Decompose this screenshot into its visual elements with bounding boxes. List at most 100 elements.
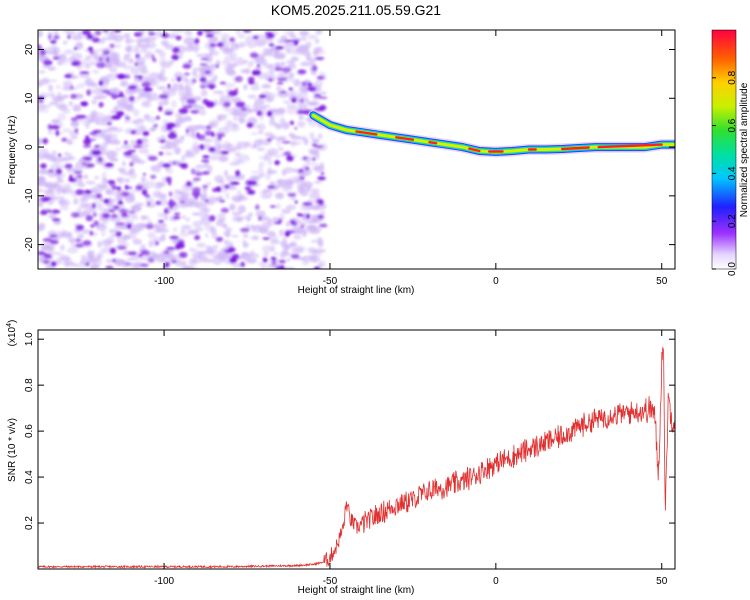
noise-blob <box>237 34 246 39</box>
noise-blob <box>173 194 179 201</box>
noise-blob-strong <box>85 135 90 140</box>
noise-blob <box>208 245 218 254</box>
noise-blob <box>267 170 278 174</box>
noise-blob <box>242 242 249 248</box>
noise-blob <box>319 91 327 96</box>
noise-blob-strong <box>55 130 60 137</box>
noise-blob <box>71 263 79 268</box>
noise-blob-strong <box>235 101 246 108</box>
noise-blob <box>193 104 201 111</box>
noise-blob-strong <box>89 50 94 54</box>
noise-blob <box>226 149 236 153</box>
noise-blob-strong <box>240 261 246 268</box>
noise-blob-strong <box>98 57 103 61</box>
noise-blob <box>95 253 102 261</box>
noise-blob-strong <box>127 251 138 256</box>
noise-blob <box>240 252 251 260</box>
noise-blob <box>305 97 309 103</box>
noise-blob <box>310 70 317 75</box>
noise-blob-strong <box>266 137 273 142</box>
noise-blob-strong <box>97 156 103 163</box>
noise-blob <box>212 257 223 265</box>
noise-blob-strong <box>284 39 294 43</box>
noise-blob-strong <box>244 186 252 191</box>
noise-blob <box>316 237 323 245</box>
noise-blob <box>253 139 262 147</box>
noise-blob <box>38 108 49 113</box>
noise-blob <box>215 221 224 227</box>
noise-blob <box>260 229 267 234</box>
noise-blob-strong <box>142 173 146 176</box>
noise-blob-strong <box>235 170 241 177</box>
noise-blob-strong <box>239 227 250 233</box>
noise-blob <box>47 66 56 71</box>
noise-blob <box>261 83 272 89</box>
noise-blob <box>246 215 251 222</box>
noise-blob <box>135 45 139 52</box>
noise-blob <box>157 229 170 233</box>
noise-blob-strong <box>70 84 74 90</box>
y-multiplier-close: ) <box>7 320 18 323</box>
noise-blob <box>97 240 102 248</box>
noise-blob-strong <box>73 46 78 51</box>
noise-blob-strong <box>117 245 128 250</box>
noise-blob <box>297 220 302 225</box>
noise-blob-strong <box>42 197 51 201</box>
noise-blob <box>108 73 118 81</box>
noise-blob-strong <box>256 63 261 67</box>
y-tick-label: 0.4 <box>24 470 35 484</box>
noise-blob-strong <box>200 57 208 61</box>
noise-blob-strong <box>51 209 61 214</box>
noise-blob-strong <box>176 76 182 82</box>
noise-blob-strong <box>43 59 53 66</box>
noise-blob <box>260 195 272 199</box>
noise-blob <box>38 176 43 181</box>
noise-blob <box>251 224 256 232</box>
ridge-peak <box>597 143 663 149</box>
noise-blob <box>213 74 218 82</box>
noise-blob <box>205 181 212 186</box>
top-x-axis-label: Height of straight line (km) <box>298 285 415 296</box>
noise-blob-strong <box>158 94 169 99</box>
noise-blob-strong <box>74 127 79 134</box>
noise-blob <box>140 244 146 248</box>
noise-blob <box>196 242 206 248</box>
noise-blob <box>85 180 96 185</box>
noise-blob <box>206 55 213 63</box>
noise-blob-strong <box>298 98 305 104</box>
noise-blob-strong <box>219 81 227 85</box>
noise-blob <box>48 246 53 255</box>
noise-blob <box>259 114 264 121</box>
noise-blob-strong <box>49 124 60 130</box>
noise-blob-strong <box>118 199 123 205</box>
noise-blob <box>209 227 217 234</box>
noise-blob <box>232 215 242 222</box>
noise-blob-strong <box>130 130 137 135</box>
noise-blob <box>261 216 270 220</box>
noise-blob <box>283 178 294 186</box>
noise-blob <box>295 245 306 253</box>
noise-blob <box>130 67 140 75</box>
noise-blob-strong <box>209 83 215 90</box>
noise-blob <box>216 114 229 118</box>
noise-blob-strong <box>86 34 93 40</box>
noise-blob <box>309 229 320 235</box>
noise-blob <box>130 229 138 234</box>
colorbar-frame <box>711 29 737 270</box>
noise-blob <box>264 92 277 100</box>
noise-blob <box>293 234 302 240</box>
noise-blob <box>218 155 229 163</box>
noise-blob <box>273 55 286 60</box>
noise-blob <box>267 63 275 70</box>
noise-blob <box>306 186 311 192</box>
noise-blob <box>200 89 208 97</box>
noise-blob <box>173 138 180 146</box>
noise-blob <box>107 126 118 131</box>
noise-blob <box>286 258 291 262</box>
noise-blob <box>217 212 226 221</box>
noise-blob <box>285 221 291 227</box>
noise-blob-strong <box>258 94 267 99</box>
noise-blob <box>237 190 242 195</box>
noise-blob <box>180 215 187 219</box>
